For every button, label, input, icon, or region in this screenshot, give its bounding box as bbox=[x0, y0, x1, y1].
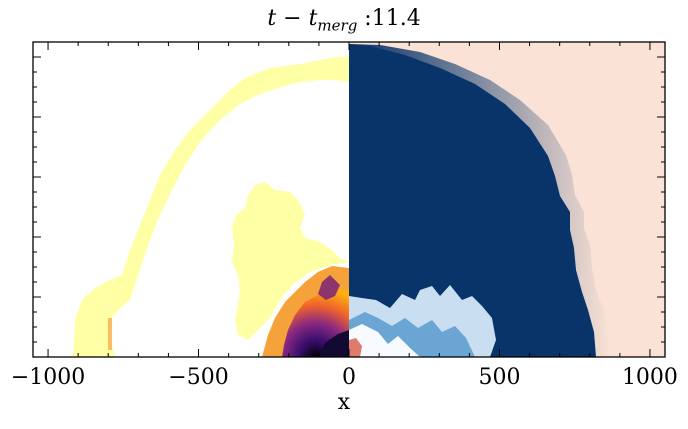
left-hot-filament bbox=[318, 275, 340, 300]
x-axis-ticks: −1000 −500 0 500 1000 bbox=[11, 42, 678, 390]
left-panel bbox=[73, 56, 349, 357]
heatmap-area bbox=[73, 42, 665, 357]
title-var-t: t bbox=[267, 6, 277, 31]
right-white-core bbox=[349, 324, 420, 357]
left-inner-blob bbox=[232, 182, 349, 340]
x-tick-label: −1000 bbox=[11, 365, 85, 390]
x-tick-label: 0 bbox=[342, 365, 356, 390]
title-subscript: merg bbox=[317, 16, 358, 35]
left-streak bbox=[108, 318, 112, 350]
y-axis-ticks bbox=[33, 56, 665, 358]
left-dark-center bbox=[320, 330, 349, 357]
title-var-t2: t bbox=[308, 6, 318, 31]
chart-title: t − tmerg :11.4 bbox=[0, 6, 688, 34]
right-red-spot bbox=[349, 338, 362, 357]
right-deep-blue bbox=[349, 42, 596, 357]
x-tick-label: −500 bbox=[168, 365, 228, 390]
left-outer-shell bbox=[73, 56, 349, 357]
x-axis-label: x bbox=[337, 390, 351, 415]
right-panel bbox=[349, 42, 665, 357]
x-tick-label: 500 bbox=[478, 365, 520, 390]
title-separator: : bbox=[357, 6, 372, 31]
title-operator: − bbox=[276, 6, 309, 31]
title-value: 11.4 bbox=[371, 6, 421, 31]
x-tick-label: 1000 bbox=[622, 365, 678, 390]
